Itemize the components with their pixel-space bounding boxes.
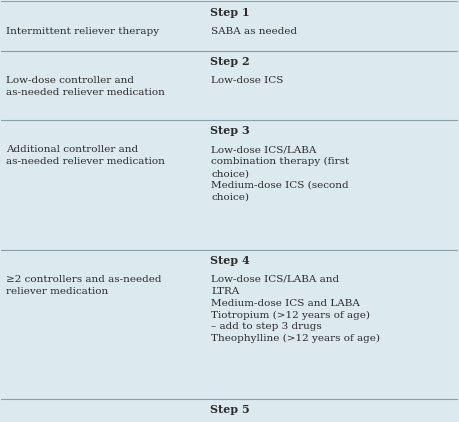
Text: Step 4: Step 4 — [210, 254, 249, 266]
Text: ≥2 controllers and as-needed
reliever medication: ≥2 controllers and as-needed reliever me… — [6, 275, 162, 296]
Text: Step 2: Step 2 — [210, 56, 249, 67]
Text: Low-dose ICS/LABA
combination therapy (first
choice)
Medium-dose ICS (second
cho: Low-dose ICS/LABA combination therapy (f… — [211, 145, 349, 202]
Text: Low-dose ICS: Low-dose ICS — [211, 76, 284, 85]
Text: Intermittent reliever therapy: Intermittent reliever therapy — [6, 27, 159, 36]
Text: Low-dose ICS/LABA and
LTRA
Medium-dose ICS and LABA
Tiotropium (>12 years of age: Low-dose ICS/LABA and LTRA Medium-dose I… — [211, 275, 380, 344]
Text: Step 3: Step 3 — [210, 125, 249, 136]
Text: Low-dose controller and
as-needed reliever medication: Low-dose controller and as-needed reliev… — [6, 76, 165, 97]
Text: Step 5: Step 5 — [210, 404, 249, 416]
Text: Step 1: Step 1 — [210, 6, 249, 18]
Text: SABA as needed: SABA as needed — [211, 27, 297, 36]
Text: Additional controller and
as-needed reliever medication: Additional controller and as-needed reli… — [6, 145, 165, 166]
